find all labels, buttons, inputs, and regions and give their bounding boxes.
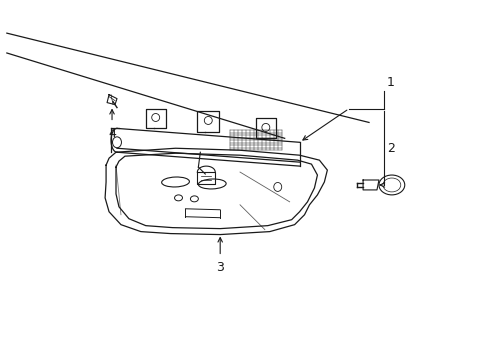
- Text: 3: 3: [216, 261, 224, 274]
- Text: 4: 4: [108, 127, 116, 140]
- Text: 2: 2: [386, 142, 394, 155]
- Text: 1: 1: [386, 76, 394, 89]
